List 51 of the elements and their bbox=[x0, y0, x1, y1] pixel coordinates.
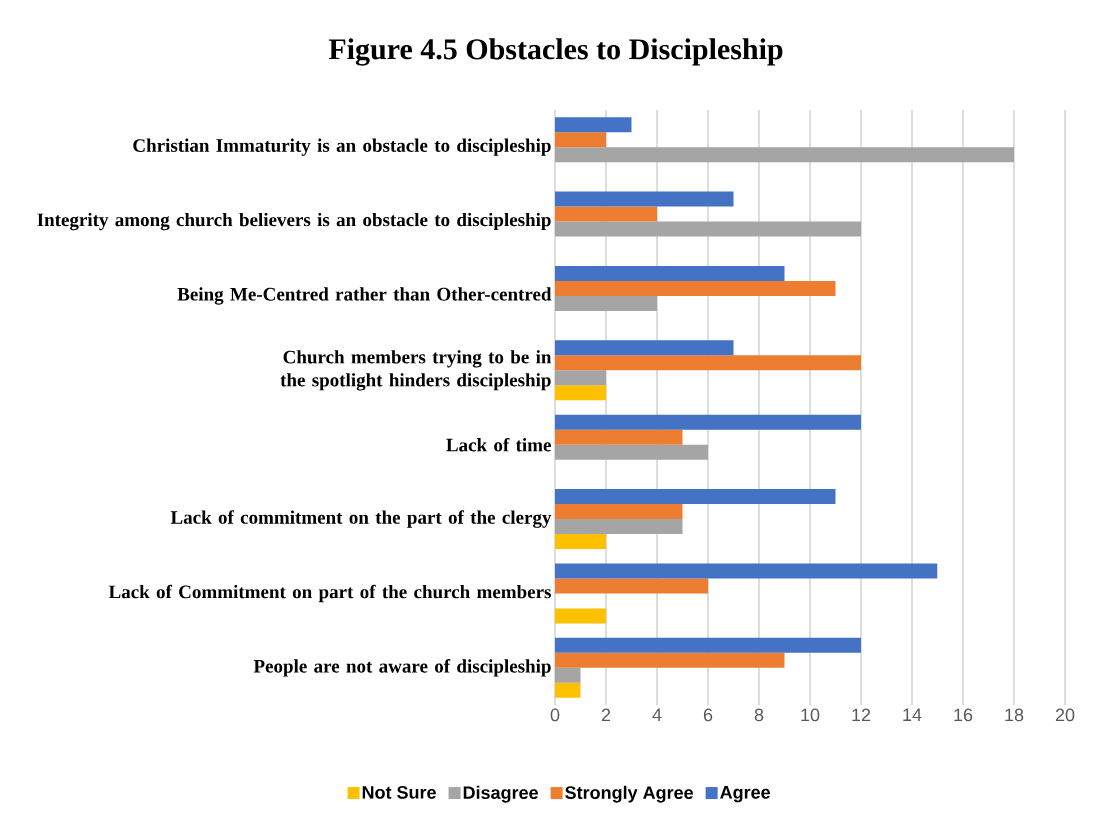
bar bbox=[555, 370, 606, 386]
bar bbox=[555, 652, 785, 668]
bar bbox=[555, 637, 861, 653]
legend-label: Not Sure bbox=[362, 786, 436, 799]
y-tick-label: Church members trying to be in the spotlight hinders discipleship bbox=[280, 350, 552, 391]
x-tick-label: 12 bbox=[852, 708, 871, 722]
bar bbox=[555, 132, 606, 148]
bar bbox=[555, 504, 683, 520]
bar bbox=[555, 667, 581, 683]
bar bbox=[555, 682, 581, 698]
bar bbox=[555, 563, 938, 579]
legend-label: Agree bbox=[720, 786, 771, 803]
x-tick-label: 16 bbox=[954, 708, 973, 722]
chart-title: Figure 4.5 Obstacles to Discipleship bbox=[328, 38, 783, 66]
bar bbox=[555, 489, 836, 505]
bar bbox=[555, 534, 606, 550]
y-tick-label: Lack of commitment on the part of the clergy bbox=[170, 510, 552, 528]
bar bbox=[555, 295, 657, 311]
bar bbox=[555, 221, 861, 237]
x-tick-label: 14 bbox=[903, 708, 922, 721]
y-tick-label: Lack of time bbox=[446, 437, 551, 452]
bar bbox=[555, 608, 606, 624]
y-tick-label: People are not aware of discipleship bbox=[253, 659, 551, 677]
x-tick-label: 0 bbox=[550, 708, 560, 722]
bar bbox=[555, 355, 861, 371]
bar bbox=[555, 280, 836, 296]
y-tick-label: Integrity among church believers is an obstacle to discipleship bbox=[37, 212, 551, 231]
bar bbox=[555, 117, 632, 133]
bar bbox=[555, 191, 734, 207]
bar bbox=[555, 444, 708, 460]
x-tick-label: 2 bbox=[601, 708, 611, 722]
bar bbox=[555, 147, 1014, 163]
legend-label: Strongly Agree bbox=[565, 785, 693, 803]
bar bbox=[555, 578, 708, 594]
bar bbox=[555, 519, 683, 535]
bar bbox=[555, 429, 683, 445]
x-tick-label: 18 bbox=[1005, 708, 1024, 722]
legend-label: Disagree bbox=[463, 785, 538, 803]
y-tick-label: Lack of Commitment on part of the church members bbox=[108, 584, 551, 603]
x-tick-label: 20 bbox=[1055, 708, 1075, 722]
x-tick-label: 6 bbox=[703, 708, 713, 722]
bar bbox=[555, 385, 606, 401]
y-tick-label: Christian Immaturity is an obstacle to discipleship bbox=[133, 138, 551, 156]
bar bbox=[555, 206, 657, 222]
x-tick-label: 8 bbox=[754, 708, 764, 722]
x-tick-label: 4 bbox=[652, 708, 662, 721]
bar bbox=[555, 265, 785, 281]
x-tick-label: 10 bbox=[801, 708, 820, 722]
bar bbox=[555, 340, 734, 356]
bar bbox=[555, 414, 861, 430]
y-tick-label: Being Me-Centred rather than Other-centred bbox=[177, 287, 552, 305]
